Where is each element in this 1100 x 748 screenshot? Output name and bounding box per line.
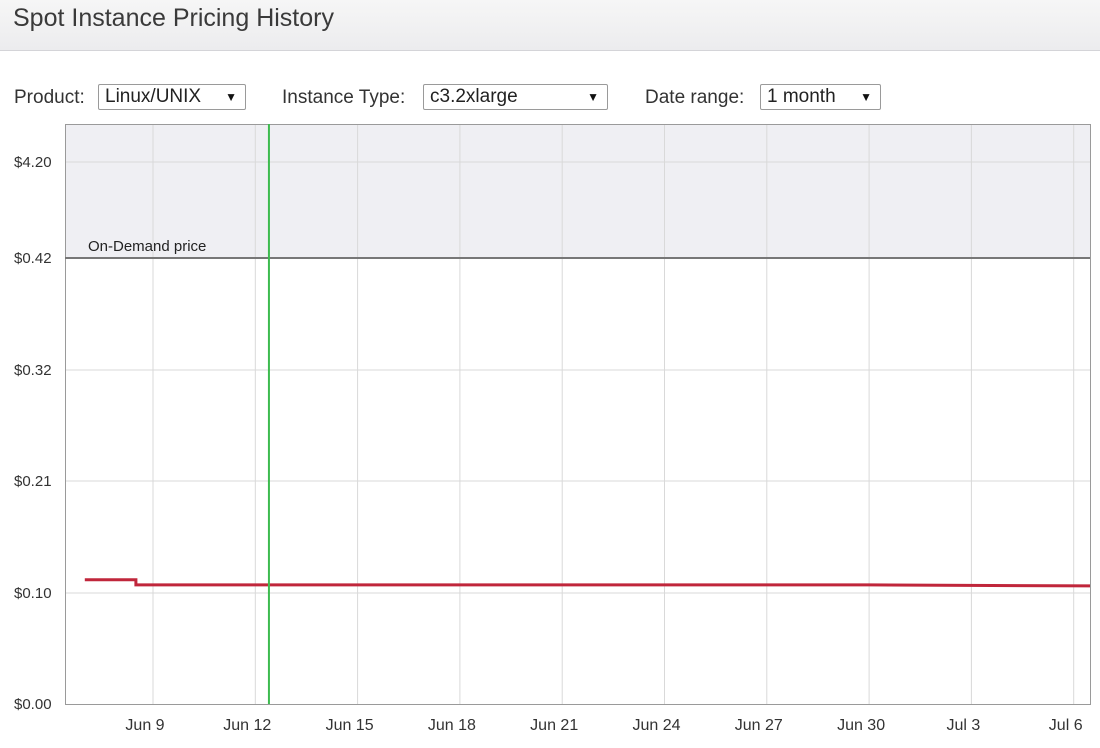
chevron-down-icon: ▼ (587, 90, 599, 104)
y-tick-label: $0.00 (14, 696, 52, 713)
filter-controls: Product: Linux/UNIX ▼ Instance Type: c3.… (0, 84, 1100, 112)
x-tick-label: Jul 6 (1049, 717, 1083, 734)
x-tick-label: Jun 12 (223, 717, 271, 734)
upper-price-band (65, 124, 1090, 258)
on-demand-price-label: On-Demand price (88, 238, 206, 255)
x-tick-label: Jun 24 (632, 717, 680, 734)
x-tick-label: Jun 21 (530, 717, 578, 734)
product-select-value: Linux/UNIX (105, 86, 202, 107)
x-tick-label: Jun 18 (428, 717, 476, 734)
y-tick-label: $0.42 (14, 250, 52, 267)
x-tick-label: Jun 27 (735, 717, 783, 734)
x-tick-label: Jun 30 (837, 717, 885, 734)
x-tick-label: Jul 3 (947, 717, 981, 734)
chevron-down-icon: ▼ (225, 90, 237, 104)
instance-type-label: Instance Type: (282, 87, 406, 108)
y-tick-label: $0.32 (14, 362, 52, 379)
chevron-down-icon: ▼ (860, 90, 872, 104)
pricing-chart-svg[interactable]: Jun 9 Jun 12 Jun 15 Jun 18 Jun 21 Jun 24 Jun 2… (0, 120, 1100, 743)
page-title: Spot Instance Pricing History (13, 4, 334, 32)
instance-type-select[interactable]: c3.2xlarge ▼ (423, 84, 608, 110)
date-range-select-value: 1 month (767, 86, 836, 107)
y-tick-label: $0.10 (14, 585, 52, 602)
plot-frame (65, 124, 1091, 705)
y-tick-label: $0.21 (14, 473, 52, 490)
x-tick-label: Jun 9 (125, 717, 164, 734)
product-label: Product: (14, 87, 85, 108)
y-tick-label: $4.20 (14, 154, 52, 171)
spot-price-series-line[interactable] (84, 578, 1091, 588)
instance-type-select-value: c3.2xlarge (430, 86, 518, 107)
pricing-chart[interactable]: Jun 9 Jun 12 Jun 15 Jun 18 Jun 21 Jun 24 Jun 2… (0, 120, 1100, 743)
date-range-select[interactable]: 1 month ▼ (760, 84, 881, 110)
x-tick-label: Jun 15 (326, 717, 374, 734)
title-bar: Spot Instance Pricing History (0, 0, 1100, 51)
date-range-label: Date range: (645, 87, 745, 108)
product-select[interactable]: Linux/UNIX ▼ (98, 84, 246, 110)
